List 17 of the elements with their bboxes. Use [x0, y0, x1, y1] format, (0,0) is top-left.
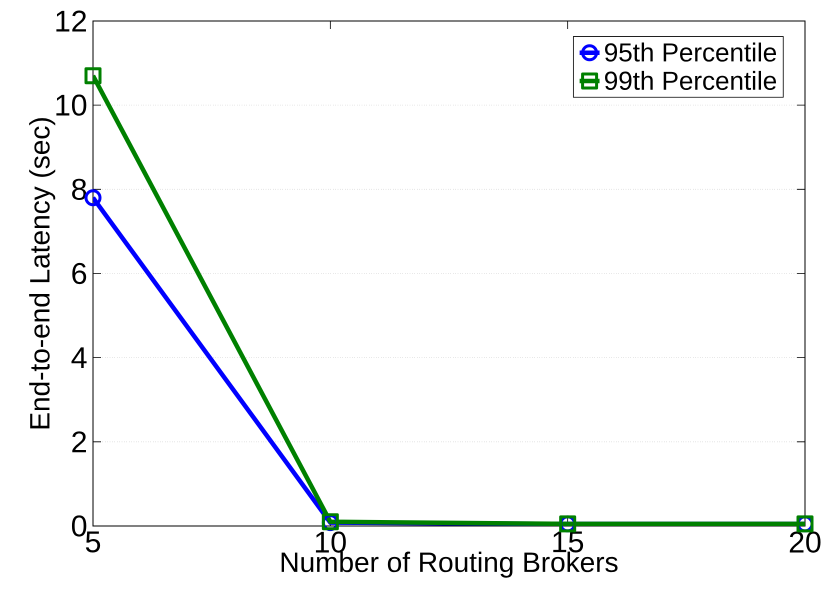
y-tick-label: 4	[71, 347, 87, 368]
x-tick-label: 10	[316, 532, 346, 553]
point	[84, 67, 102, 84]
point	[84, 189, 102, 206]
y-axis-title: End-to-end Latency (sec)	[29, 118, 56, 428]
y-tick-label: 2	[72, 431, 86, 452]
legend-label: 95th Percentile	[605, 42, 776, 62]
y-tick-label: 6	[72, 262, 86, 284]
x-axis-title: Number of Routing Brokers	[282, 552, 618, 578]
legend-label: 99th Percentile	[605, 70, 776, 90]
y-tick-label: 8	[72, 178, 86, 200]
x-tick-label: 5	[86, 532, 100, 552]
y-tick-label: 12	[56, 10, 86, 32]
x-tick-label: 20	[790, 532, 821, 553]
y-tick-label: 10	[56, 94, 86, 116]
x-tick-label: 15	[553, 532, 584, 552]
y-tick-label: 0	[72, 515, 86, 537]
